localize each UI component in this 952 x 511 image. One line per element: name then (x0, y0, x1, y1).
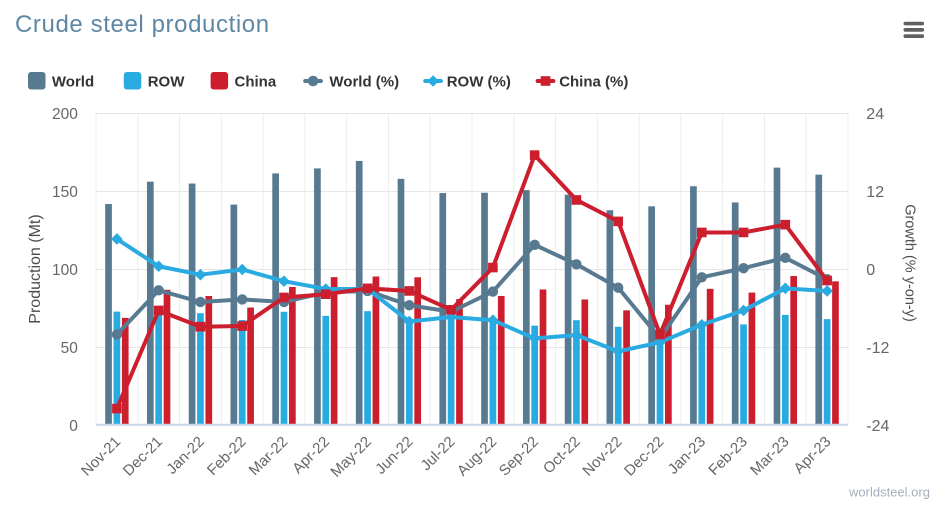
svg-text:World (%): World (%) (329, 74, 399, 91)
svg-text:Growth (% y-on-y): Growth (% y-on-y) (901, 204, 917, 322)
svg-text:Production (Mt): Production (Mt) (27, 214, 44, 323)
svg-text:0: 0 (69, 418, 78, 435)
svg-text:-24: -24 (866, 418, 889, 435)
svg-text:China (%): China (%) (559, 74, 628, 91)
svg-text:ROW: ROW (148, 74, 186, 91)
svg-text:12: 12 (866, 184, 884, 201)
svg-text:0: 0 (866, 262, 875, 279)
svg-text:worldsteel.org: worldsteel.org (848, 485, 930, 500)
svg-text:100: 100 (52, 262, 78, 279)
svg-text:200: 200 (52, 106, 78, 123)
svg-text:Crude steel production: Crude steel production (15, 11, 270, 38)
svg-text:ROW (%): ROW (%) (447, 74, 511, 91)
svg-text:China: China (235, 74, 277, 91)
svg-text:24: 24 (866, 106, 884, 123)
svg-text:50: 50 (61, 340, 79, 357)
svg-text:150: 150 (52, 184, 78, 201)
svg-text:World: World (52, 74, 94, 91)
svg-text:-12: -12 (866, 340, 889, 357)
